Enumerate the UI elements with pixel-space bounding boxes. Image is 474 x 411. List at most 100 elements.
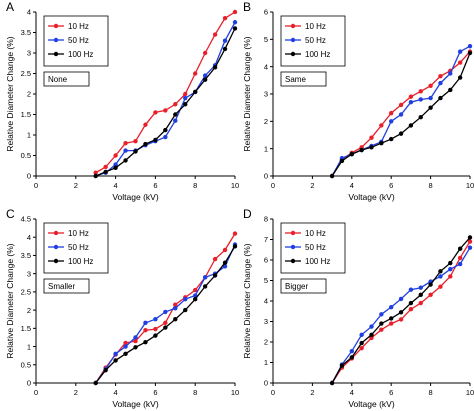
data-point <box>467 239 473 244</box>
data-point <box>123 351 128 357</box>
chart-panel-b: 0 1 2 3 4 5 6 0 2 4 6 8 10 Voltage (kV) Relative Diame… <box>242 0 474 202</box>
x-tick-label: 4 <box>350 181 354 190</box>
data-point <box>103 169 108 175</box>
x-tick-label: 0 <box>34 181 38 190</box>
y-tick-label: 1 <box>264 144 268 153</box>
legend-label: 50 Hz <box>305 243 326 252</box>
data-point <box>93 170 98 175</box>
data-point <box>438 274 443 279</box>
legend-swatch-marker <box>290 244 296 250</box>
data-point <box>143 320 148 326</box>
data-point <box>379 327 384 332</box>
x-tick-label: 0 <box>34 388 38 397</box>
y-tick-label: 4 <box>264 297 268 306</box>
x-tick-label: 2 <box>310 181 314 190</box>
y-tick-label: 1 <box>27 342 31 351</box>
data-point <box>143 122 148 127</box>
data-point <box>123 158 128 163</box>
data-point <box>113 165 118 170</box>
data-point <box>113 162 118 167</box>
data-point <box>123 344 128 349</box>
data-point <box>418 89 423 94</box>
y-tick-label: 2 <box>27 90 31 99</box>
data-point <box>379 141 384 146</box>
data-point <box>369 145 374 150</box>
panel-label: A <box>6 0 14 14</box>
x-tick-label: 8 <box>193 181 197 190</box>
y-tick-label: 6 <box>264 8 268 17</box>
data-point <box>389 321 394 326</box>
data-point <box>418 97 423 102</box>
y-tick-label: 4.5 <box>21 215 31 224</box>
data-point <box>408 307 414 312</box>
legend-label: 50 Hz <box>305 36 326 45</box>
legend-swatch-marker <box>290 23 296 29</box>
data-point <box>418 300 423 306</box>
chart-panel-c: 0 0.5 1 1.5 2 2.5 3 3.5 4 4.5 0 2 4 6 8 10 Voltage (kV) R… <box>5 207 239 409</box>
x-tick-label: 10 <box>466 181 474 190</box>
data-point <box>428 95 433 101</box>
x-tick-label: 10 <box>231 388 239 397</box>
y-tick-label: 4 <box>264 62 268 71</box>
data-point <box>418 285 423 290</box>
y-tick-label: 3 <box>27 269 31 278</box>
y-tick-label: 0 <box>264 379 268 388</box>
x-tick-label: 6 <box>153 388 157 397</box>
data-point <box>369 335 374 341</box>
x-tick-label: 2 <box>74 181 78 190</box>
data-point <box>349 151 354 157</box>
data-point <box>379 312 384 317</box>
data-point <box>448 274 453 279</box>
y-tick-label: 0 <box>264 172 268 181</box>
data-point <box>133 335 138 340</box>
legend-label: 50 Hz <box>68 243 89 252</box>
y-tick-label: 5 <box>264 276 268 285</box>
data-point <box>438 74 443 79</box>
series-line-100hz <box>95 245 236 384</box>
legend-swatch-marker <box>53 37 59 43</box>
data-point <box>359 340 364 346</box>
data-point <box>339 363 345 368</box>
data-point <box>202 275 208 280</box>
legend-swatch-marker <box>53 51 59 57</box>
data-point <box>222 38 228 43</box>
data-point <box>232 9 238 15</box>
x-tick-label: 10 <box>466 388 474 397</box>
data-point <box>222 264 228 269</box>
legend-label: 100 Hz <box>68 50 93 59</box>
data-point <box>193 296 198 302</box>
legend-swatch-marker <box>290 51 296 57</box>
data-point <box>448 267 453 272</box>
data-point <box>398 310 404 315</box>
y-tick-label: 3 <box>264 317 268 326</box>
legend-swatch-marker <box>53 258 59 264</box>
y-tick-label: 1 <box>27 131 31 140</box>
data-point <box>173 118 178 123</box>
data-point <box>339 158 345 164</box>
data-point <box>408 123 414 128</box>
y-tick-label: 5 <box>264 35 268 44</box>
data-point <box>369 332 374 338</box>
data-point <box>183 95 188 101</box>
data-point <box>359 332 364 338</box>
data-point <box>448 260 453 266</box>
data-point <box>222 15 228 21</box>
data-point <box>173 306 178 311</box>
data-point <box>457 60 463 65</box>
data-point <box>212 256 218 262</box>
x-tick-label: 0 <box>271 388 275 397</box>
y-tick-label: 3 <box>264 90 268 99</box>
x-tick-label: 8 <box>429 388 433 397</box>
data-point <box>153 110 158 115</box>
data-point <box>379 321 384 326</box>
condition-label: Smaller <box>48 282 75 291</box>
data-point <box>103 368 108 373</box>
data-point <box>369 135 374 140</box>
data-point <box>183 102 188 107</box>
y-axis-label: Relative Diameter Change (%) <box>242 243 252 358</box>
x-axis-label: Voltage (kV) <box>112 192 158 202</box>
data-point <box>143 327 148 333</box>
y-tick-label: 0 <box>27 172 31 181</box>
data-point <box>457 261 463 267</box>
